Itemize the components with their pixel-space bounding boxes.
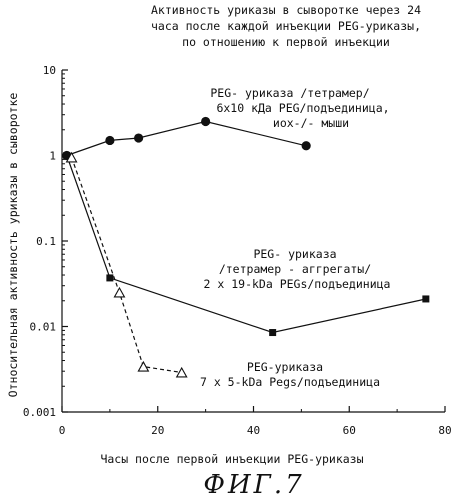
series-2-label-line-1: PEG- уриказа [253, 247, 336, 261]
x-tick-label: 80 [438, 424, 451, 437]
series-2-label-line-2: /тетрамер - аггрегаты/ [219, 262, 371, 276]
series-2-line [66, 155, 426, 334]
series-2-point [269, 329, 277, 337]
y-tick-label: 0.1 [36, 235, 56, 248]
series-3-point [65, 151, 78, 163]
figure-label: ФИГ.7 [203, 470, 304, 499]
series-2-point [422, 295, 430, 303]
x-tick-label: 0 [59, 424, 66, 437]
chart-title-line-2: часа после каждой инъекции PEG-уриказы, [151, 19, 421, 33]
ticks-layer: 0.001 0.01 0.1 1 10 0 20 40 60 80 [23, 64, 452, 437]
x-tick-label: 20 [151, 424, 164, 437]
y-axis-label: Относительная активность уриказы в сывор… [6, 93, 20, 398]
y-tick-label: 1 [49, 150, 56, 163]
chart-title-line-1: Активность уриказы в сыворотке через 24 [151, 3, 421, 17]
series-1-point [134, 133, 144, 143]
series-1-line [66, 120, 307, 157]
series-3-point [113, 286, 126, 298]
series-1-point [201, 116, 211, 127]
series-2-label-line-3: 2 x 19-kDa PEGs/подъединица [204, 277, 391, 291]
series-3-line [71, 157, 182, 374]
x-tick-label: 40 [247, 424, 260, 437]
series-layer [62, 116, 430, 378]
series-3-label-line-1: PEG-уриказа [247, 360, 323, 374]
series-3-label-line-2: 7 x 5-kDa Pegs/подъединица [200, 375, 380, 389]
x-axis-label: Часы после первой инъекции PEG-уриказы [100, 452, 363, 466]
series-3-point [175, 366, 188, 378]
series-2-point [63, 152, 71, 159]
series-1-point [105, 135, 115, 146]
series-1-label-line-1: PEG- уриказа /тетрамер/ [210, 86, 369, 100]
series-1-label-line-2: 6x10 кДа PEG/подъединица, [216, 101, 389, 115]
y-tick-label: 0.01 [30, 321, 57, 334]
series-1-point [301, 141, 311, 151]
series-3-point [137, 360, 150, 372]
y-tick-label: 10 [43, 64, 56, 77]
y-tick-label: 0.001 [23, 406, 56, 419]
series-2-point [106, 274, 114, 282]
series-1-label-line-3: иox-/- мыши [273, 116, 349, 130]
x-tick-label: 60 [343, 424, 356, 437]
chart-title-line-3: по отношению к первой инъекции [182, 35, 390, 49]
